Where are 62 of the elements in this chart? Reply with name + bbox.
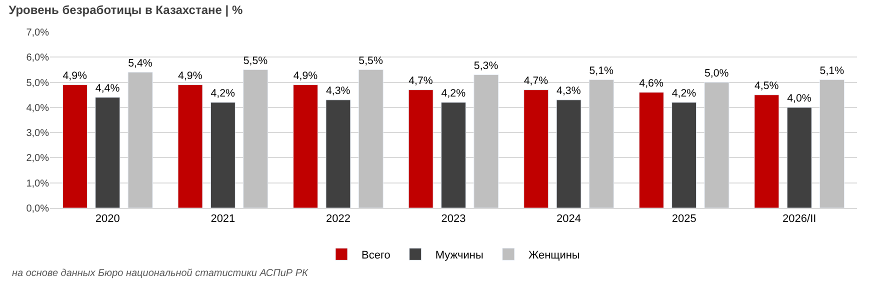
bar [358,69,384,208]
bar [178,84,203,208]
bar [128,72,153,208]
data-label: 4,2% [210,87,236,100]
bar [704,82,730,208]
data-label: 5,5% [358,54,384,67]
legend-label: Мужчины [435,249,484,262]
y-tick-label: 0,0% [26,204,50,214]
x-tick-label: 2025 [672,213,696,226]
data-label: 4,2% [672,87,697,100]
data-label: 5,1% [589,64,614,77]
x-tick-label: 2021 [210,213,236,226]
data-label: 4,6% [639,77,664,90]
y-tick-label: 2,0% [26,153,50,164]
bar [820,80,845,208]
data-label: 4,5% [754,80,780,92]
y-tick-label: 1,0% [26,178,50,190]
data-label: 4,9% [178,70,203,82]
x-tick-label: 2022 [326,213,350,226]
bar [638,92,664,208]
bar [62,84,88,208]
bar [326,100,351,208]
bar [210,102,236,208]
y-tick-label: 6,0% [26,52,50,64]
y-tick-label: 7,0% [26,28,50,38]
bar [754,94,780,208]
y-tick-label: 4,0% [26,102,50,114]
data-label: 4,9% [293,70,318,82]
bar [293,84,318,208]
data-label: 5,4% [128,57,153,70]
data-label: 4,9% [62,70,88,82]
data-label: 5,1% [820,64,845,77]
bar [441,102,466,208]
bar [672,102,697,208]
y-tick-label: 5,0% [26,78,50,89]
x-tick-label: 2026/II [782,213,816,226]
bar [474,74,499,208]
bar [524,90,549,208]
bar [408,90,434,208]
bar [95,97,120,208]
data-label: 4,4% [95,82,120,94]
data-label: 4,3% [556,84,582,97]
data-label: 4,7% [524,74,549,87]
data-label: 5,3% [474,60,499,72]
y-tick-label: 3,0% [26,128,50,140]
bar [786,107,812,208]
x-tick-label: 2024 [556,213,582,226]
x-tick-label: 2020 [95,213,120,226]
bar [243,69,268,208]
data-label: 4,2% [441,87,466,100]
data-label: 4,3% [326,84,351,97]
data-label: 5,0% [704,67,730,80]
legend-label: Женщины [528,249,580,262]
x-tick-label: 2023 [441,213,466,226]
text: на основе данных Бюро национальной статистики АСПиР РК [12,268,310,279]
legend-label: Всего [362,249,390,262]
bar [556,100,582,208]
bar [588,80,614,208]
data-label: 5,5% [243,54,268,67]
chart-title: Уровень безработицы в Казахстане | % [8,3,243,18]
data-label: 4,7% [408,74,434,87]
data-label: 4,0% [787,92,812,105]
